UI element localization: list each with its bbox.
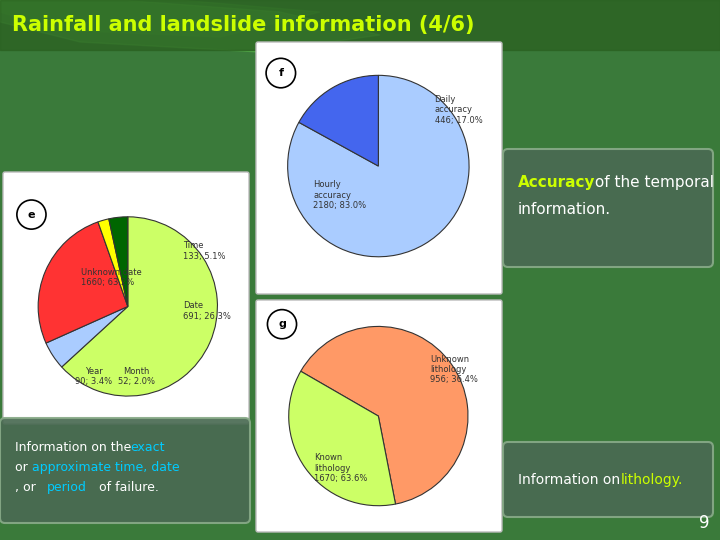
Wedge shape <box>299 75 379 166</box>
Circle shape <box>266 58 296 88</box>
Text: Hourly
accuracy
2180; 83.0%: Hourly accuracy 2180; 83.0% <box>313 180 366 210</box>
Polygon shape <box>0 0 380 52</box>
Circle shape <box>267 309 297 339</box>
Wedge shape <box>98 219 128 306</box>
Text: Unknown
lithology
956; 36.4%: Unknown lithology 956; 36.4% <box>431 355 478 384</box>
Circle shape <box>17 200 46 229</box>
Text: e: e <box>27 210 35 220</box>
Wedge shape <box>38 222 128 343</box>
Text: f: f <box>279 68 284 78</box>
Wedge shape <box>62 217 217 396</box>
Text: exact: exact <box>130 441 164 454</box>
Text: information.: information. <box>518 201 611 217</box>
FancyBboxPatch shape <box>503 149 713 267</box>
FancyBboxPatch shape <box>256 42 502 294</box>
Text: Time
133; 5.1%: Time 133; 5.1% <box>184 241 226 261</box>
Wedge shape <box>288 75 469 256</box>
Text: Unknown date
1660; 63.2%: Unknown date 1660; 63.2% <box>81 268 142 287</box>
FancyBboxPatch shape <box>3 172 249 424</box>
Text: Known
lithology
1670; 63.6%: Known lithology 1670; 63.6% <box>314 453 367 483</box>
Polygon shape <box>0 0 320 37</box>
Wedge shape <box>46 306 128 367</box>
Text: Month
52; 2.0%: Month 52; 2.0% <box>118 367 156 386</box>
Text: approximate time, date: approximate time, date <box>32 461 179 474</box>
Text: lithology.: lithology. <box>621 473 683 487</box>
Text: 9: 9 <box>700 514 710 532</box>
Text: Information on the: Information on the <box>15 441 135 454</box>
Text: Daily
accuracy
446; 17.0%: Daily accuracy 446; 17.0% <box>435 95 482 125</box>
Text: Year
90; 3.4%: Year 90; 3.4% <box>75 367 112 386</box>
FancyBboxPatch shape <box>503 442 713 517</box>
Text: Information on: Information on <box>518 473 624 487</box>
Text: Accuracy: Accuracy <box>518 174 595 190</box>
Bar <box>0 0 720 50</box>
FancyBboxPatch shape <box>0 418 250 523</box>
Wedge shape <box>301 327 468 504</box>
Wedge shape <box>109 217 128 306</box>
Text: period: period <box>47 481 87 494</box>
Text: Date
691; 26.3%: Date 691; 26.3% <box>184 301 231 321</box>
FancyBboxPatch shape <box>256 300 502 532</box>
Text: g: g <box>278 319 286 329</box>
Text: of the temporal: of the temporal <box>590 174 714 190</box>
Text: of failure.: of failure. <box>95 481 159 494</box>
Wedge shape <box>289 371 395 505</box>
Text: , or: , or <box>15 481 40 494</box>
Text: or: or <box>15 461 32 474</box>
Text: Rainfall and landslide information (4/6): Rainfall and landslide information (4/6) <box>12 15 474 35</box>
